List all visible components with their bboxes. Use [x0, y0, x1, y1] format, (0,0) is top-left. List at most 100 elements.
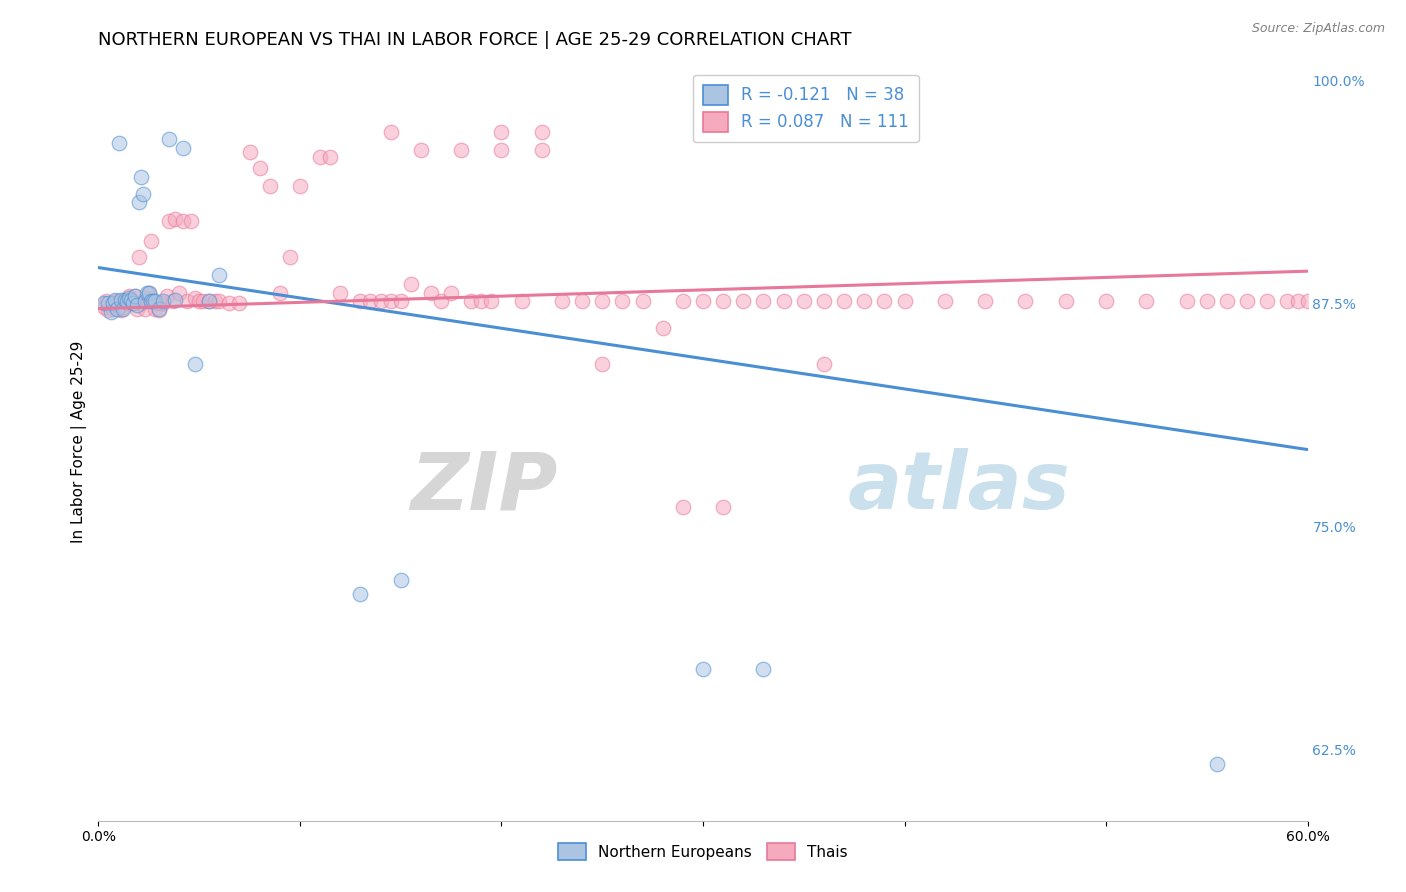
Point — [309, 150, 332, 164]
Point — [143, 294, 166, 309]
Point — [380, 125, 402, 139]
Point — [128, 194, 150, 209]
Point — [172, 214, 194, 228]
Point — [167, 285, 190, 300]
Point — [1014, 294, 1036, 309]
Point — [111, 301, 134, 316]
Point — [893, 294, 915, 309]
Point — [612, 294, 634, 309]
Point — [188, 294, 211, 309]
Point — [481, 294, 503, 309]
Point — [853, 294, 876, 309]
Point — [157, 214, 180, 228]
Point — [176, 294, 198, 309]
Point — [208, 268, 231, 282]
Point — [129, 169, 152, 184]
Point — [319, 150, 342, 164]
Point — [184, 357, 207, 371]
Point — [114, 294, 136, 309]
Point — [129, 296, 152, 310]
Point — [692, 294, 714, 309]
Point — [198, 294, 221, 309]
Point — [1277, 294, 1299, 309]
Point — [125, 298, 148, 312]
Point — [128, 250, 150, 264]
Point — [1095, 294, 1118, 309]
Point — [105, 301, 128, 316]
Point — [491, 143, 513, 157]
Point — [430, 294, 453, 309]
Point — [269, 285, 291, 300]
Point — [329, 285, 352, 300]
Point — [132, 294, 155, 309]
Legend: Northern Europeans, Thais: Northern Europeans, Thais — [553, 838, 853, 866]
Point — [101, 296, 124, 310]
Point — [105, 296, 128, 310]
Point — [420, 285, 443, 300]
Point — [103, 293, 125, 307]
Point — [162, 294, 184, 309]
Point — [1216, 294, 1239, 309]
Point — [813, 294, 835, 309]
Point — [530, 143, 553, 157]
Point — [349, 587, 371, 601]
Point — [110, 303, 132, 318]
Point — [278, 250, 301, 264]
Point — [218, 296, 240, 310]
Point — [1195, 294, 1218, 309]
Text: atlas: atlas — [848, 448, 1071, 526]
Point — [135, 285, 157, 300]
Point — [1206, 756, 1229, 771]
Point — [143, 301, 166, 316]
Point — [157, 132, 180, 146]
Point — [132, 187, 155, 202]
Point — [551, 294, 574, 309]
Point — [450, 143, 472, 157]
Point — [115, 294, 138, 309]
Point — [1256, 294, 1278, 309]
Point — [873, 294, 896, 309]
Point — [360, 294, 382, 309]
Text: NORTHERN EUROPEAN VS THAI IN LABOR FORCE | AGE 25-29 CORRELATION CHART: NORTHERN EUROPEAN VS THAI IN LABOR FORCE… — [98, 31, 852, 49]
Point — [152, 294, 174, 309]
Point — [93, 296, 115, 310]
Point — [591, 357, 613, 371]
Point — [107, 294, 129, 309]
Point — [470, 294, 492, 309]
Point — [832, 294, 855, 309]
Text: Source: ZipAtlas.com: Source: ZipAtlas.com — [1251, 22, 1385, 36]
Point — [208, 294, 231, 309]
Point — [103, 294, 125, 309]
Point — [1175, 294, 1198, 309]
Point — [651, 321, 673, 335]
Point — [733, 294, 755, 309]
Point — [121, 296, 143, 310]
Point — [752, 294, 775, 309]
Point — [110, 293, 132, 307]
Point — [228, 296, 250, 310]
Point — [1236, 294, 1258, 309]
Point — [530, 125, 553, 139]
Point — [440, 285, 463, 300]
Point — [139, 294, 162, 309]
Point — [389, 294, 412, 309]
Point — [631, 294, 654, 309]
Point — [134, 294, 156, 309]
Point — [672, 500, 695, 514]
Point — [239, 145, 262, 159]
Point — [97, 296, 120, 310]
Point — [389, 573, 412, 587]
Point — [115, 296, 138, 310]
Point — [142, 294, 165, 309]
Point — [711, 500, 734, 514]
Point — [114, 293, 136, 307]
Point — [124, 289, 146, 303]
Point — [139, 234, 162, 248]
Point — [259, 178, 281, 193]
Point — [118, 291, 141, 305]
Point — [399, 277, 422, 291]
Point — [124, 289, 146, 303]
Point — [793, 294, 815, 309]
Text: ZIP: ZIP — [411, 448, 558, 526]
Point — [156, 289, 179, 303]
